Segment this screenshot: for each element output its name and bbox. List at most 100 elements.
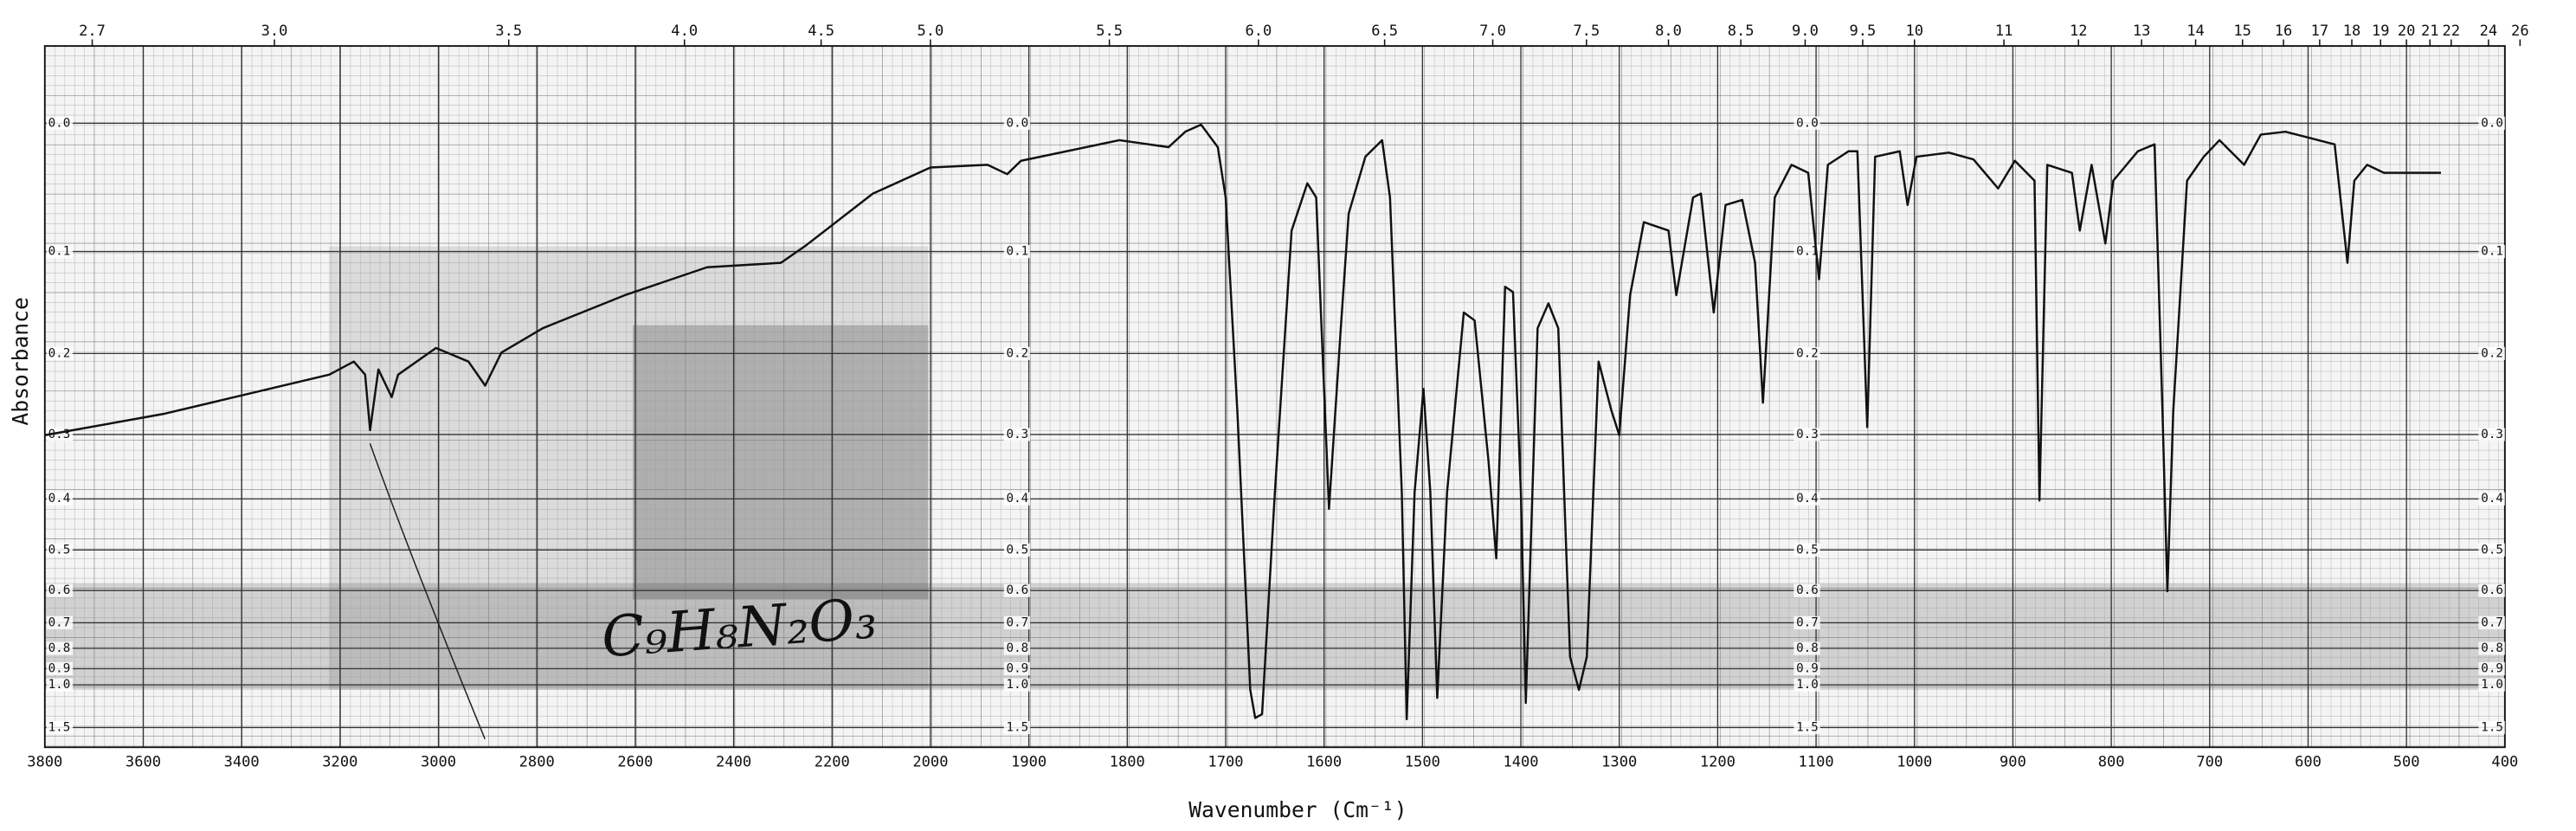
y-tick-label: 0.9 <box>1007 662 1029 676</box>
x2-tick-label: 21 <box>2421 23 2439 40</box>
x-tick-label: 1900 <box>1011 753 1046 770</box>
y-tick-label: 0.2 <box>1796 346 1819 360</box>
x2-tick-label: 3.0 <box>261 23 288 40</box>
x-tick-label: 1400 <box>1503 753 1538 770</box>
y-tick-label-bg <box>46 492 74 506</box>
y-tick-label: 0.3 <box>1007 428 1029 441</box>
y-tick-label: 0.6 <box>1007 583 1029 597</box>
y-tick-label-bg <box>46 641 74 655</box>
y-tick-label: 0.9 <box>2481 662 2503 676</box>
y-tick-label: 1.5 <box>1796 720 1819 734</box>
y-tick-label: 0.6 <box>2481 583 2503 597</box>
mid-grid <box>44 46 2505 748</box>
y-tick-label: 0.8 <box>2481 641 2503 655</box>
x2-tick-label: 12 <box>2070 23 2088 40</box>
y-tick-label: 0.5 <box>1007 543 1029 557</box>
y-tick-label-bg <box>2478 641 2505 655</box>
y-tick-label-bg <box>1794 615 1820 630</box>
y-tick-label-bg <box>1003 346 1031 360</box>
x-tick-label: 1100 <box>1799 753 1834 770</box>
grid-layer <box>44 46 2506 748</box>
y-tick-label-bg <box>46 615 74 630</box>
y-tick-label: 0.4 <box>1796 492 1819 506</box>
y-tick-label-bg <box>1794 244 1820 259</box>
y-tick-label-bg <box>1003 641 1031 655</box>
y-tick-label-bg <box>1794 346 1820 360</box>
y-tick-label-bg <box>2478 720 2505 735</box>
x-tick-label: 2800 <box>519 753 555 770</box>
x2-tick-label: 24 <box>2480 23 2498 40</box>
y-tick-label: 0.0 <box>2481 116 2503 130</box>
x2-tick-label: 8.0 <box>1655 23 1682 40</box>
y-tick-label: 0.9 <box>1796 662 1819 676</box>
y-tick-label-bg <box>46 661 74 676</box>
pen-stroke <box>369 442 486 740</box>
x2-tick-label: 4.0 <box>671 23 698 40</box>
y-tick-label: 0.0 <box>1007 116 1029 130</box>
x-tick-label: 3000 <box>421 753 456 770</box>
y-tick-label-bg <box>2478 428 2505 441</box>
x-tick-label: 2200 <box>815 753 850 770</box>
y-tick-label: 0.0 <box>1796 116 1819 130</box>
y-tick-label-bg <box>46 543 74 557</box>
plot-frame <box>43 45 2506 749</box>
y-tick-label: 0.1 <box>1796 245 1819 259</box>
y-tick-label-bg <box>1003 615 1031 630</box>
x-tick-label: 700 <box>2196 753 2223 770</box>
y-tick-label: 0.3 <box>1796 428 1819 441</box>
y-tick-label-bg <box>2478 346 2505 360</box>
y-tick-label-bg <box>46 244 74 259</box>
x-tick-label: 2600 <box>617 753 653 770</box>
y-tick-label-bg <box>2478 615 2505 630</box>
y-tick-label: 0.4 <box>2481 492 2503 506</box>
y-tick-label: 0.5 <box>48 543 71 557</box>
y-tick-label: 0.8 <box>48 641 71 655</box>
x2-tick-label: 9.0 <box>1792 23 1819 40</box>
y-tick-label: 0.7 <box>1796 615 1819 629</box>
y-tick-label: 0.6 <box>48 583 71 597</box>
x2-tick-label: 2.7 <box>79 23 106 40</box>
y-tick-label-bg <box>1794 661 1820 676</box>
x2-tick-label: 11 <box>1995 23 2013 40</box>
y-tick-label: 0.1 <box>2481 245 2503 259</box>
y-tick-label: 0.0 <box>48 116 71 130</box>
y-tick-label: 0.4 <box>48 492 71 506</box>
y-tick-label: 1.0 <box>2481 678 2503 692</box>
x-tick-label: 2400 <box>716 753 751 770</box>
x-tick-label: 1300 <box>1601 753 1637 770</box>
x2-tick-label: 19 <box>2372 23 2390 40</box>
y-tick-label-bg <box>1003 244 1031 259</box>
y-tick-label: 0.3 <box>2481 428 2503 441</box>
y-tick-label-bg <box>2478 661 2505 676</box>
x-tick-label: 1800 <box>1110 753 1145 770</box>
x-tick-label: 500 <box>2393 753 2420 770</box>
y-tick-label: 0.6 <box>1796 583 1819 597</box>
x2-tick-label: 17 <box>2311 23 2329 40</box>
x2-tick-label: 18 <box>2343 23 2361 40</box>
x-tick-label: 2000 <box>912 753 948 770</box>
x-tick-label: 1000 <box>1897 753 1932 770</box>
y-tick-label: 1.5 <box>1007 720 1029 734</box>
y-tick-label: 0.8 <box>1796 641 1819 655</box>
y-tick-label: 0.8 <box>1007 641 1029 655</box>
y-tick-label-bg <box>1003 583 1031 597</box>
x-tick-label: 1200 <box>1700 753 1736 770</box>
y-tick-label-bg <box>2478 583 2505 597</box>
y-tick-label: 0.7 <box>2481 615 2503 629</box>
x2-tick-label: 22 <box>2443 23 2461 40</box>
y-tick-label-bg <box>2478 116 2505 130</box>
y-tick-label-bg <box>2478 244 2505 259</box>
x-tick-label: 600 <box>2295 753 2322 770</box>
y-tick-label-bg <box>2478 543 2505 557</box>
y-tick-label-bg <box>1003 661 1031 676</box>
x2-tick-label: 7.0 <box>1479 23 1506 40</box>
y-tick-label: 1.5 <box>2481 720 2503 734</box>
y-tick-label: 1.5 <box>48 720 71 734</box>
y-axis-label: Absorbance <box>8 297 33 425</box>
x2-tick-label: 8.5 <box>1728 23 1755 40</box>
x-tick-label: 3600 <box>126 753 161 770</box>
y-tick-label: 1.0 <box>48 678 71 692</box>
y-tick-label-bg <box>1794 116 1820 130</box>
x-axis-label: Wavenumber (Cm⁻¹) <box>1188 797 1407 822</box>
